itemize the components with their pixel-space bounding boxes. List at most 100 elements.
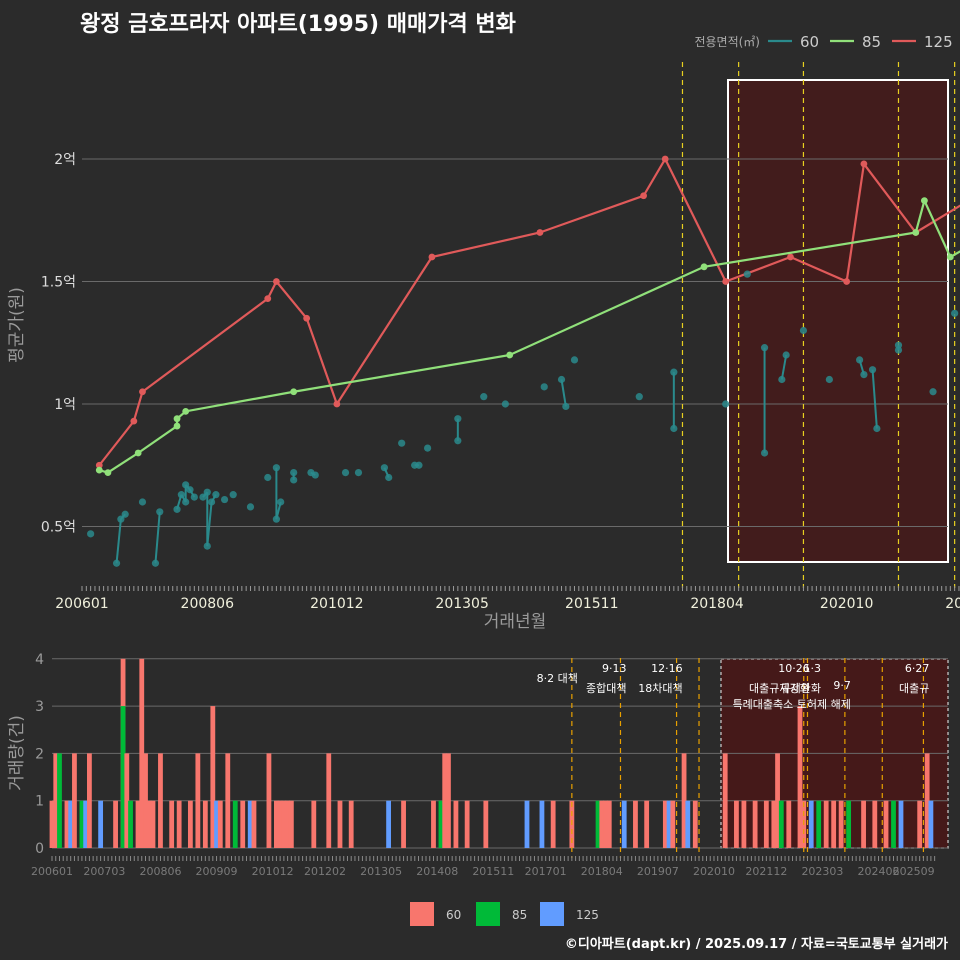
data-point-60 <box>182 481 190 489</box>
data-point-60 <box>670 368 678 376</box>
y-tick-label: 2억 <box>54 152 76 168</box>
volume-bar-b60 <box>187 800 193 848</box>
data-point-125 <box>787 253 794 261</box>
data-point-60 <box>272 515 280 523</box>
volume-bar-b85 <box>438 800 444 848</box>
volume-bar-b125 <box>83 800 89 848</box>
data-point-60 <box>860 371 868 379</box>
data-point-125 <box>428 253 436 261</box>
source-footer: ©디아파트(dapt.kr) / 2025.09.17 / 자료=국토교통부 실… <box>564 937 948 952</box>
data-point-85 <box>104 469 112 476</box>
policy-annotation: 12·16 <box>651 662 683 675</box>
volume-bar-b60 <box>311 800 317 848</box>
data-point-60 <box>277 498 285 506</box>
volume-bar-b125 <box>685 800 691 848</box>
policy-annotation: 18차대책 <box>638 682 682 695</box>
y-tick-label-bottom: 4 <box>35 652 44 668</box>
data-point-125 <box>661 155 669 163</box>
volume-bar-b125 <box>666 800 672 848</box>
volume-bar-b125 <box>539 800 545 848</box>
x-tick-label: 200806 <box>181 596 235 612</box>
volume-bar-b60 <box>741 800 747 848</box>
volume-bar-b60 <box>143 753 148 848</box>
data-point-85 <box>95 466 103 474</box>
y-tick-label-bottom: 1 <box>35 794 44 810</box>
policy-annotation: 9·7 <box>833 679 851 692</box>
volume-bar-b60 <box>195 753 201 848</box>
data-point-125 <box>843 278 851 285</box>
data-point-60 <box>540 383 548 391</box>
data-point-60 <box>570 356 579 364</box>
x-tick-label-bottom: 202509 <box>893 865 935 878</box>
volume-bar-b60 <box>771 800 777 848</box>
volume-bar-b60 <box>240 800 246 848</box>
data-point-60 <box>156 508 164 516</box>
legend-label-bottom-60: 60 <box>446 908 461 922</box>
volume-bar-b125 <box>928 800 934 848</box>
data-point-85 <box>173 422 181 430</box>
data-point-60 <box>173 505 181 513</box>
data-point-60 <box>778 375 786 384</box>
data-point-60 <box>760 449 769 457</box>
policy-annotation: 8·2 대책 <box>537 672 578 685</box>
volume-bar-b60 <box>150 800 156 848</box>
data-point-60 <box>501 400 509 408</box>
volume-bar-b60 <box>176 800 182 848</box>
legend-label-bottom-125: 125 <box>576 908 599 922</box>
volume-bar-b60 <box>752 800 758 848</box>
x-axis-title: 거래년월 <box>484 612 547 632</box>
data-point-125 <box>130 417 138 425</box>
volume-bar-b85 <box>232 800 238 848</box>
data-point-125 <box>273 278 280 285</box>
data-point-60 <box>951 309 959 317</box>
x-tick-label-bottom: 200806 <box>139 865 181 878</box>
series-segment-60 <box>206 501 213 547</box>
series-segment-60 <box>871 369 878 429</box>
volume-bar-b60 <box>401 800 406 848</box>
y-tick-label-bottom: 0 <box>35 841 44 857</box>
data-point-125 <box>333 400 341 408</box>
volume-bar-b60 <box>202 800 208 848</box>
data-point-60 <box>868 366 877 374</box>
data-point-60 <box>635 393 643 401</box>
volume-bar-b60 <box>662 800 668 848</box>
volume-bar-b60 <box>266 753 272 848</box>
data-point-85 <box>700 263 708 271</box>
volume-bar-b60 <box>872 800 878 848</box>
data-point-60 <box>873 424 881 433</box>
data-point-60 <box>151 559 160 567</box>
volume-bar-b125 <box>808 800 814 848</box>
volume-bar-b60 <box>146 800 152 848</box>
policy-annotation: 종합대책 <box>586 682 626 695</box>
x-tick-label: 201511 <box>565 596 618 612</box>
volume-bar-b60 <box>446 753 451 848</box>
x-tick-label-bottom: 200601 <box>31 865 73 878</box>
y-tick-label: 0.5억 <box>41 520 76 536</box>
volume-bar-b60 <box>337 800 343 848</box>
policy-annotation: 대출규제강화 <box>749 682 810 695</box>
legend-key-bottom-60 <box>410 902 434 926</box>
data-point-60 <box>290 469 298 477</box>
volume-bar-b125 <box>621 800 627 848</box>
legend-title: 전용면적(㎡) <box>694 35 760 49</box>
legend-label-125: 125 <box>924 33 953 51</box>
data-point-85 <box>946 253 954 261</box>
data-point-60 <box>290 476 298 484</box>
volume-bar-b60 <box>113 800 118 848</box>
volume-bar-b60 <box>453 800 459 848</box>
data-point-60 <box>190 493 198 501</box>
data-point-125 <box>303 314 311 322</box>
data-point-60 <box>354 469 363 477</box>
volume-bar-b60 <box>49 800 55 848</box>
data-point-60 <box>380 464 388 472</box>
y-axis-title: 평균가(원) <box>7 287 27 363</box>
volume-bar-b60 <box>169 800 175 848</box>
legend-key-bottom-125 <box>540 902 564 926</box>
data-point-60 <box>424 444 432 452</box>
x-tick-label-bottom: 202406 <box>858 865 900 878</box>
y-tick-label-bottom: 3 <box>35 699 44 715</box>
x-tick-label: 201305 <box>435 596 488 612</box>
volume-bar-b60 <box>72 753 77 848</box>
data-point-85 <box>921 197 928 205</box>
volume-bar-b60 <box>823 800 829 848</box>
